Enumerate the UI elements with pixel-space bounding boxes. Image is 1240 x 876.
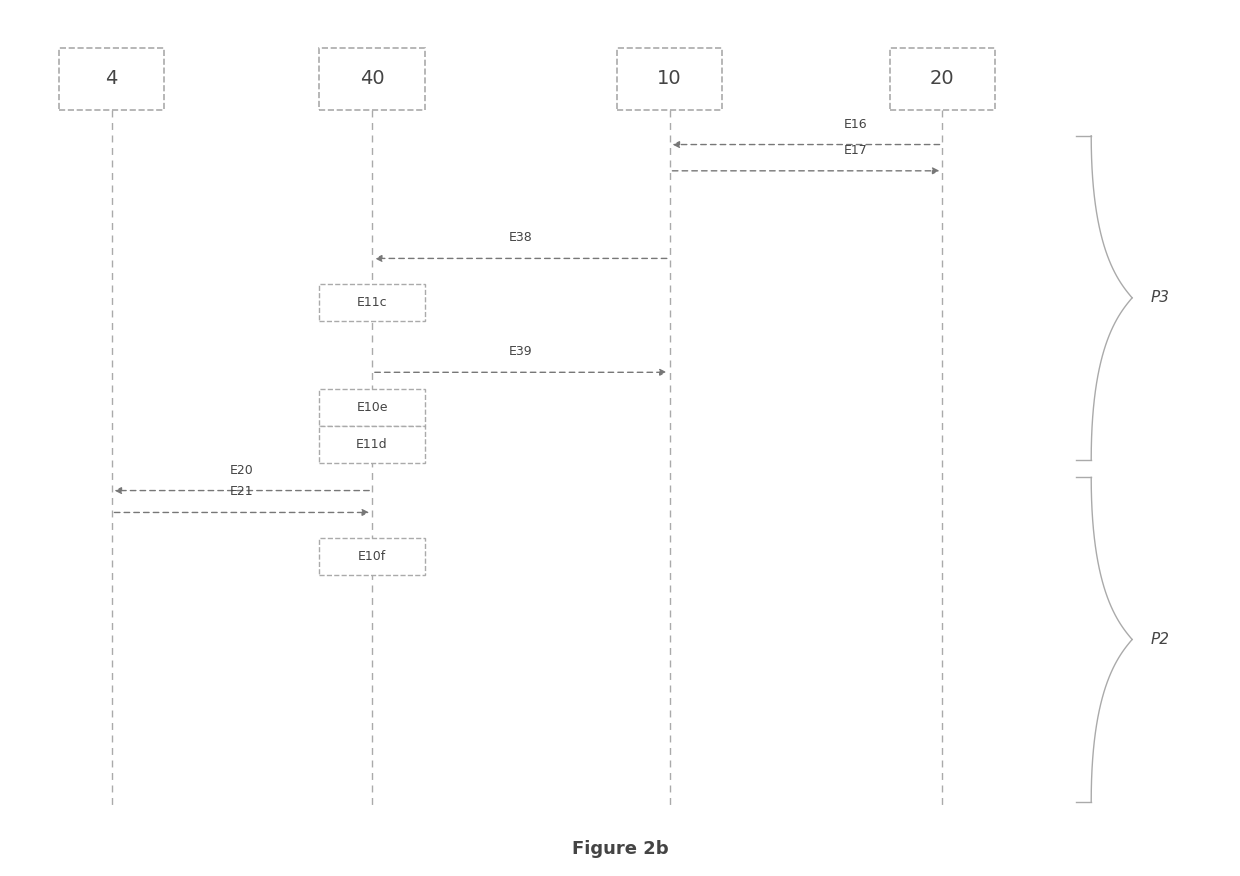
Text: E39: E39: [508, 345, 533, 358]
Polygon shape: [58, 48, 164, 110]
Polygon shape: [320, 389, 424, 426]
Text: 20: 20: [930, 69, 955, 88]
Polygon shape: [320, 538, 424, 575]
Text: 40: 40: [360, 69, 384, 88]
Text: E17: E17: [843, 144, 868, 157]
Text: 10: 10: [657, 69, 682, 88]
Text: P2: P2: [1151, 632, 1169, 647]
Polygon shape: [320, 48, 424, 110]
Text: E10f: E10f: [358, 550, 386, 562]
Text: Figure 2b: Figure 2b: [572, 840, 668, 858]
Polygon shape: [618, 48, 722, 110]
Text: E16: E16: [843, 117, 868, 131]
Text: 4: 4: [105, 69, 118, 88]
Text: E10e: E10e: [356, 401, 388, 413]
Text: P3: P3: [1151, 290, 1169, 306]
Text: E21: E21: [229, 485, 254, 498]
Text: E11d: E11d: [356, 438, 388, 450]
Text: E11c: E11c: [357, 296, 387, 308]
Text: E20: E20: [229, 463, 254, 477]
Polygon shape: [320, 426, 424, 463]
Polygon shape: [890, 48, 994, 110]
Text: E38: E38: [508, 231, 533, 244]
Polygon shape: [320, 284, 424, 321]
